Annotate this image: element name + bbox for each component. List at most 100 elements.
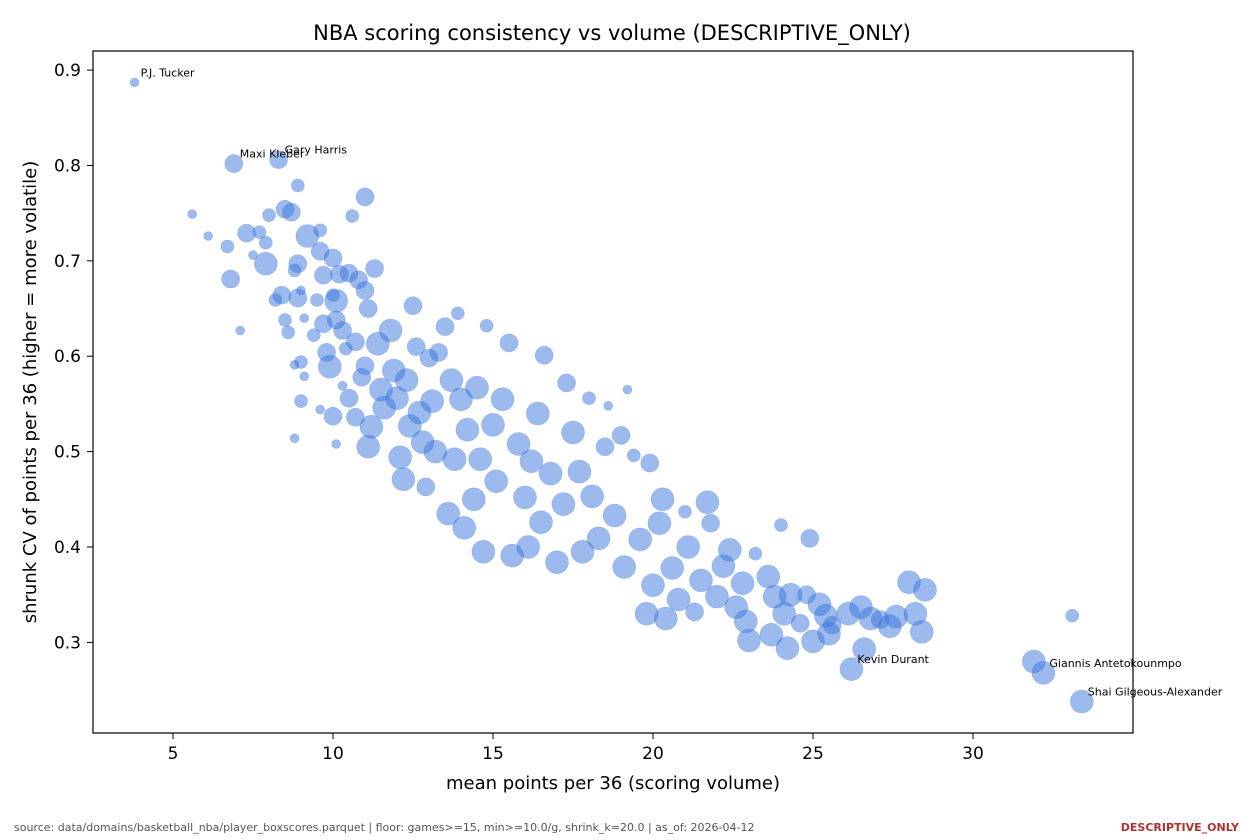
data-point (129, 77, 140, 88)
data-point (299, 371, 310, 382)
data-point (220, 239, 235, 254)
data-point (289, 433, 300, 444)
data-point (461, 487, 486, 512)
data-point (641, 573, 665, 598)
data-point (653, 606, 678, 631)
data-point (403, 296, 423, 316)
x-tick-label: 20 (642, 744, 664, 764)
data-point (358, 299, 378, 318)
x-tick-label: 30 (962, 744, 984, 764)
data-point (355, 281, 375, 300)
data-point (224, 154, 244, 173)
data-point (1031, 661, 1056, 685)
data-point (471, 539, 496, 564)
data-point (333, 321, 352, 340)
data-point (717, 538, 742, 562)
y-tick-label: 0.7 (54, 252, 81, 272)
footer-flag: DESCRIPTIVE_ONLY (1120, 821, 1239, 834)
data-point (551, 492, 576, 516)
data-point (595, 437, 615, 457)
data-point (468, 447, 493, 472)
data-point (258, 235, 273, 250)
data-point (822, 615, 842, 635)
data-point (345, 209, 360, 223)
data-point (253, 251, 278, 276)
x-axis-title: mean points per 36 (scoring volume) (446, 773, 780, 794)
data-point (346, 407, 365, 427)
data-point (557, 373, 576, 393)
data-point (346, 332, 365, 352)
data-point (323, 406, 343, 426)
data-point (356, 434, 381, 459)
x-tick-label: 25 (802, 744, 824, 764)
data-point (442, 447, 467, 472)
data-point (580, 484, 605, 509)
data-point (534, 345, 554, 365)
data-point (391, 467, 416, 492)
data-point (516, 535, 541, 559)
data-point (294, 355, 308, 369)
data-point (449, 387, 473, 412)
data-point (355, 356, 375, 376)
data-point (439, 368, 464, 392)
x-tick-label: 15 (482, 744, 504, 764)
data-point (909, 620, 934, 644)
data-point (484, 469, 509, 494)
data-point (435, 317, 455, 337)
y-tick-label: 0.4 (54, 538, 81, 558)
data-point (756, 564, 781, 589)
data-point (676, 535, 701, 559)
data-point (315, 404, 326, 415)
y-tick-label: 0.9 (54, 61, 81, 81)
data-point (281, 325, 296, 340)
data-point (331, 439, 342, 449)
point-label: Kevin Durant (857, 653, 929, 666)
point-label: Giannis Antetokounmpo (1049, 657, 1182, 670)
data-point (513, 485, 537, 510)
data-point (455, 417, 480, 442)
data-point (602, 503, 627, 528)
data-point (567, 459, 592, 484)
data-point (775, 636, 800, 660)
data-point (248, 250, 258, 260)
data-point (294, 394, 308, 408)
data-point (622, 384, 633, 395)
data-point (701, 513, 720, 533)
data-point (317, 354, 342, 379)
data-point (678, 504, 692, 519)
data-point (538, 461, 563, 486)
data-point (666, 587, 691, 612)
data-point (324, 289, 349, 313)
y-axis: 0.3 0.4 0.5 0.6 0.7 0.8 0.9 (54, 61, 93, 653)
point-label: Maxi Kleber (240, 148, 305, 161)
data-point (586, 526, 611, 551)
data-point (1070, 689, 1094, 714)
data-point (506, 432, 531, 456)
data-point (203, 231, 213, 241)
data-point (310, 293, 324, 307)
data-point (561, 420, 585, 445)
data-point (282, 202, 301, 222)
data-point (450, 306, 465, 321)
data-point (420, 389, 445, 413)
data-point (660, 556, 685, 580)
data-point (689, 568, 713, 593)
data-point (355, 187, 375, 207)
x-tick-label: 5 (168, 744, 179, 764)
data-point (481, 413, 505, 437)
data-point (288, 254, 308, 274)
data-point (296, 285, 306, 296)
x-axis: 5 10 15 20 25 30 (168, 733, 984, 764)
point-label: Gary Harris (285, 144, 348, 157)
data-point (388, 445, 413, 470)
y-tick-label: 0.6 (54, 347, 81, 367)
plot-frame (92, 50, 1134, 734)
data-point (365, 259, 384, 278)
data-point (378, 318, 403, 343)
data-point (235, 325, 245, 336)
footer-source-note: source: data/domains/basketball_nba/play… (14, 821, 755, 834)
data-point (800, 529, 820, 548)
data-point (299, 313, 310, 323)
